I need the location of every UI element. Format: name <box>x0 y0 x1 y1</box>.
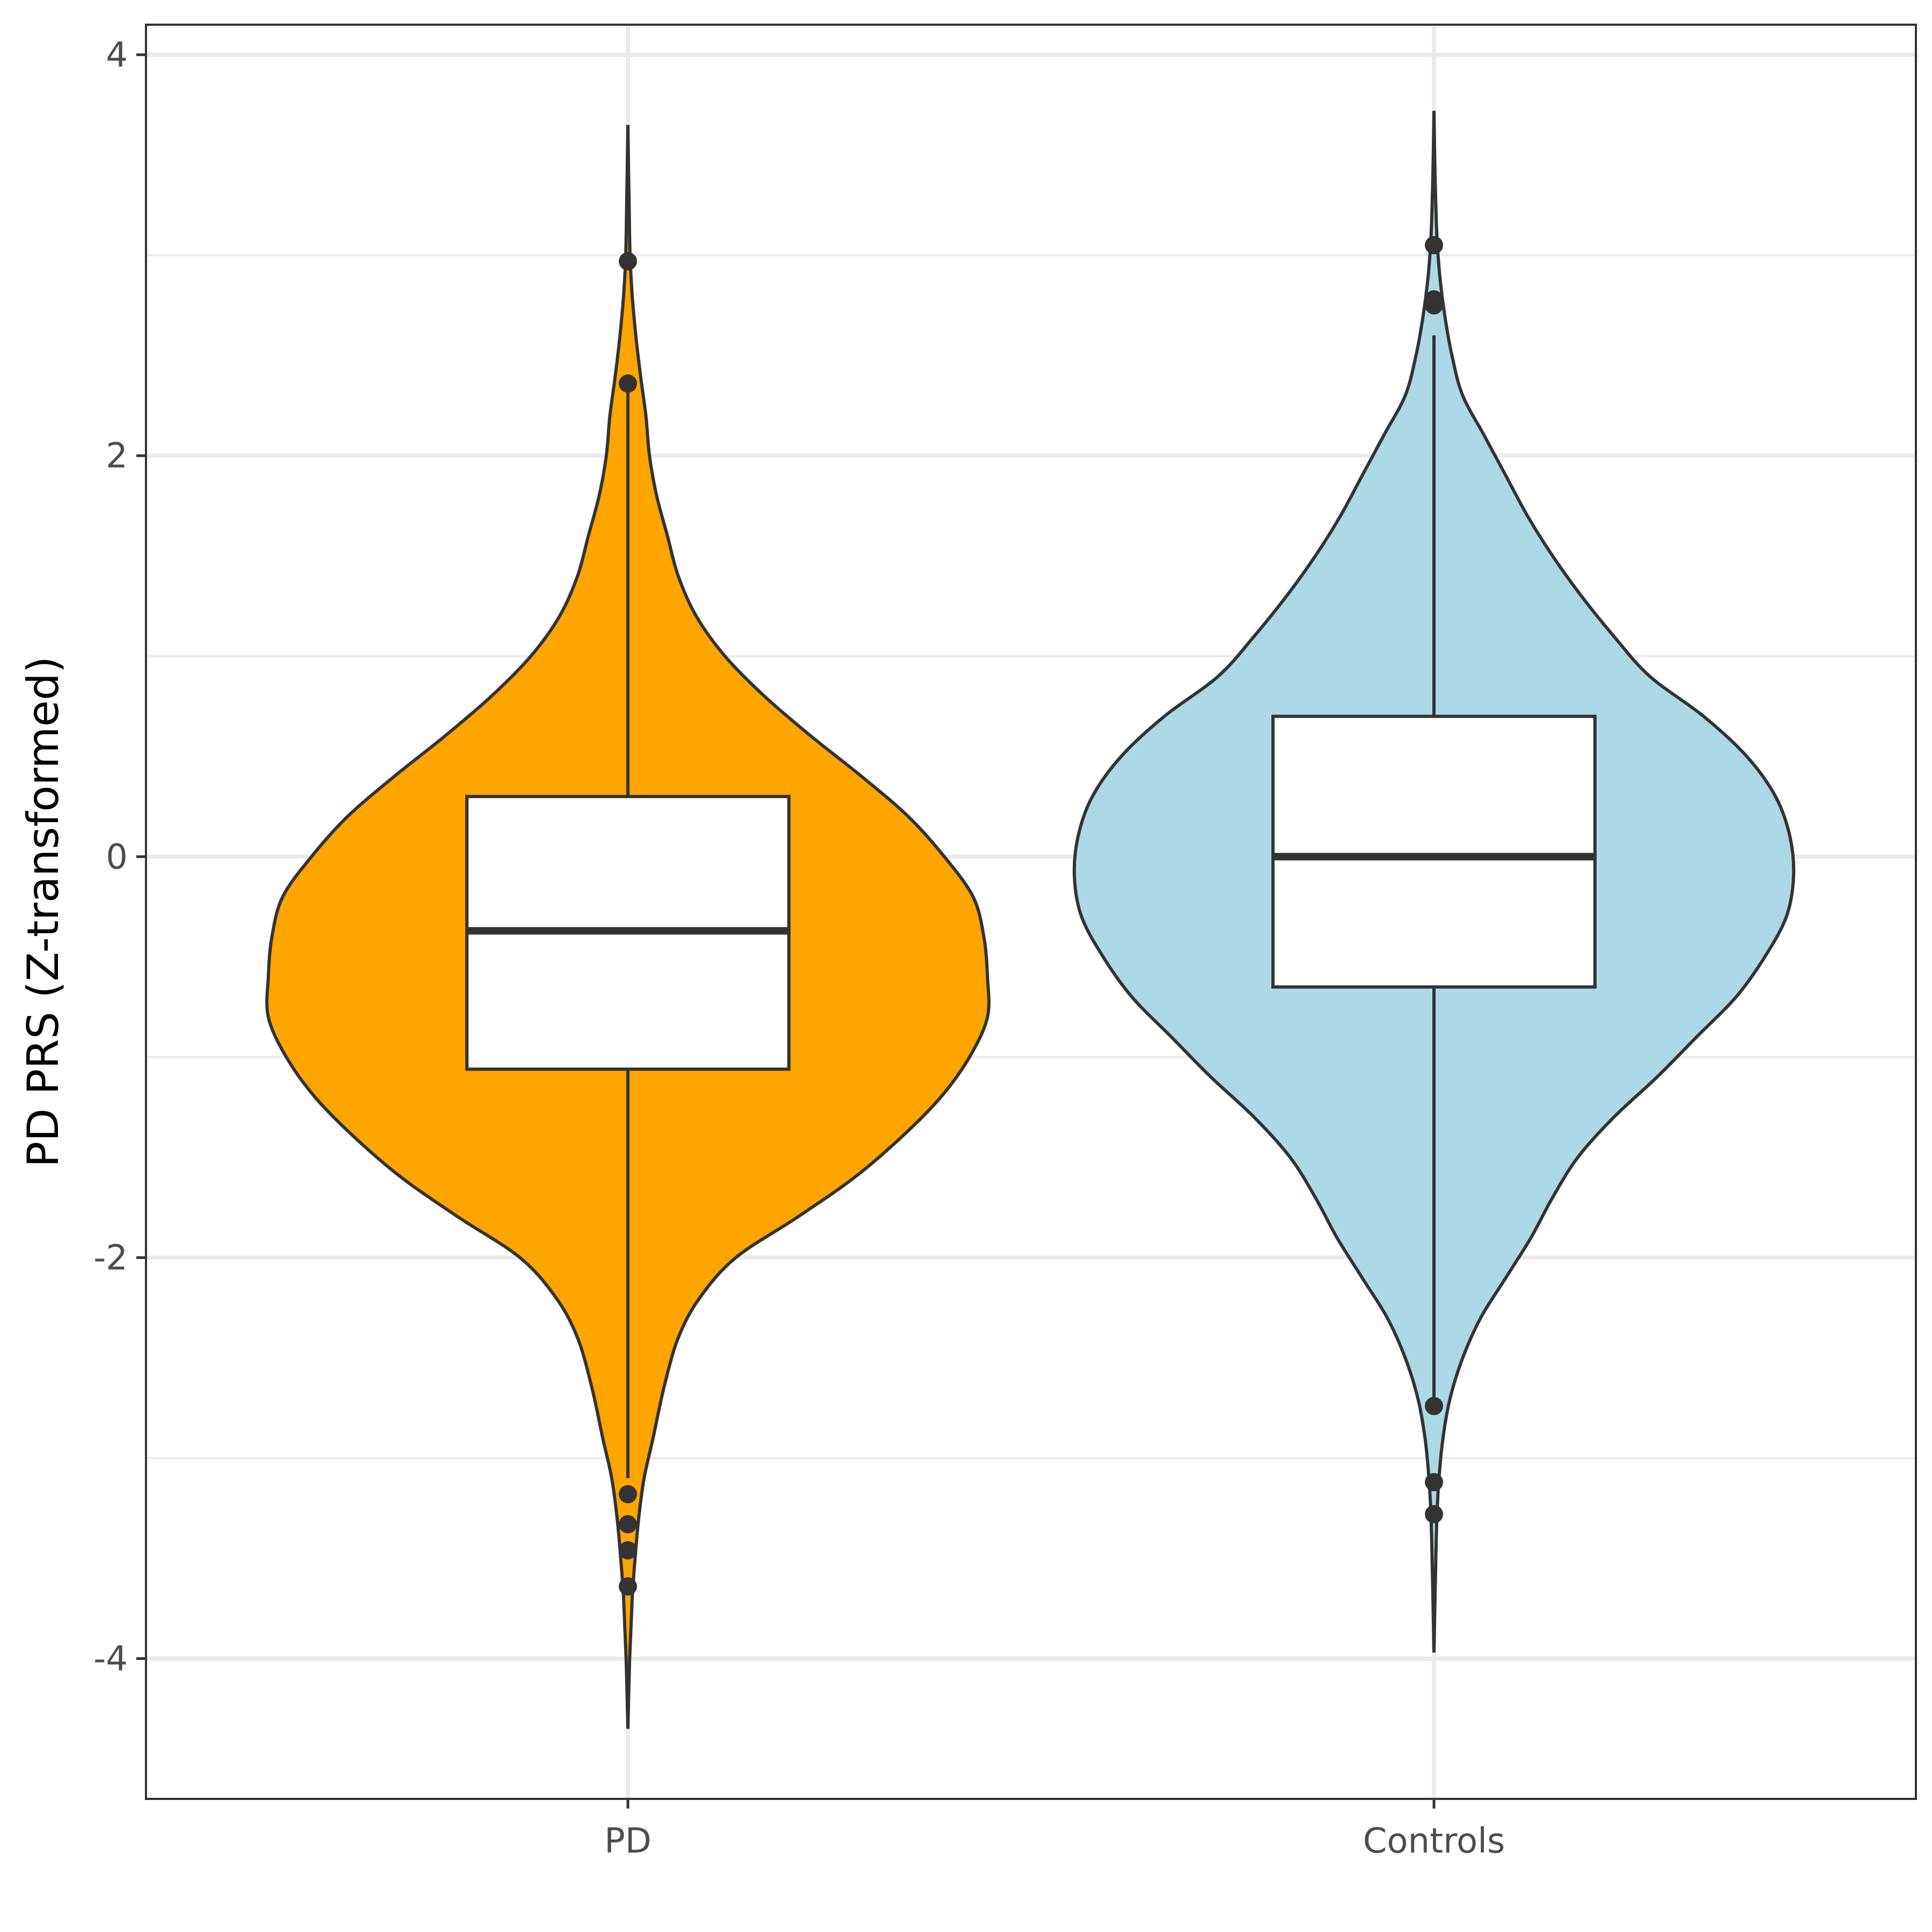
outlier-point <box>1425 1473 1443 1491</box>
y-tick-label: -2 <box>93 1238 128 1278</box>
outlier-point <box>1425 296 1443 314</box>
y-tick-label: 0 <box>106 837 128 877</box>
x-axis: PD Controls <box>604 1799 1505 1861</box>
x-tick-label: PD <box>604 1821 652 1861</box>
outlier-point <box>619 1515 637 1534</box>
outlier-point <box>619 1485 637 1504</box>
outlier-point <box>1425 236 1443 254</box>
outlier-point <box>619 252 637 270</box>
outlier-point <box>619 1577 637 1596</box>
outlier-point <box>1425 1505 1443 1524</box>
panel-border <box>145 24 1917 1800</box>
outlier-point <box>1425 1396 1443 1415</box>
box-controls <box>1271 714 1597 989</box>
y-tick-label: 2 <box>106 436 128 476</box>
x-tick-label: Controls <box>1363 1821 1505 1861</box>
boxplot-layer <box>465 236 1597 1596</box>
outlier-point <box>619 374 637 393</box>
y-tick-label: -4 <box>93 1640 128 1679</box>
y-axis: -4 -2 0 2 4 <box>93 35 146 1679</box>
y-tick-label: 4 <box>106 35 128 75</box>
outlier-point <box>619 1541 637 1560</box>
y-axis-title: PD PRS (Z-transformed) <box>18 656 68 1167</box>
